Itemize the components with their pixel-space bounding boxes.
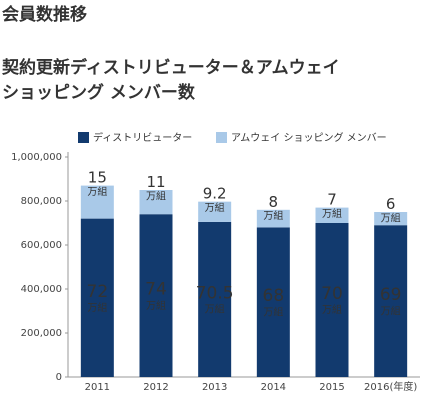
value-label: 70 万組 — [321, 284, 343, 316]
value-unit: 万組 — [322, 303, 342, 316]
value-label: 11 万組 — [146, 173, 166, 203]
x-tick-label: 2013 — [202, 382, 227, 393]
value-unit: 万組 — [87, 185, 107, 198]
bar-segment — [256, 227, 290, 377]
y-tick-label: 1,000,000 — [11, 152, 62, 163]
value-unit: 万組 — [381, 304, 401, 317]
value-label: 7 万組 — [322, 190, 342, 220]
value-label: 74 万組 — [145, 280, 167, 312]
value-label: 69 万組 — [380, 285, 402, 317]
value-number: 7 — [327, 190, 337, 208]
bar-segment — [198, 221, 232, 377]
value-number: 70 — [321, 284, 343, 304]
value-unit: 万組 — [146, 189, 166, 202]
page-heading: 会員数推移 — [2, 4, 87, 25]
bar-segment — [139, 190, 173, 215]
chart-title: ショッピング メンバー数 — [2, 82, 196, 103]
value-number: 8 — [269, 192, 279, 210]
value-number: 74 — [145, 280, 167, 300]
legend-label: アムウェイ ショッピング メンバー — [231, 131, 387, 144]
bar-segment — [374, 225, 408, 377]
x-tick-label: 2014 — [261, 382, 286, 393]
y-tick-label: 600,000 — [21, 240, 62, 251]
value-number: 11 — [146, 173, 165, 191]
value-unit: 万組 — [87, 301, 107, 314]
value-number: 9.2 — [203, 184, 227, 202]
value-label: 9.2 万組 — [203, 184, 227, 214]
bar-segment — [315, 207, 349, 223]
x-tick-label: 2011 — [85, 382, 110, 393]
bar-segment — [80, 185, 114, 219]
value-unit: 万組 — [263, 209, 283, 222]
value-unit: 万組 — [381, 211, 401, 224]
value-number: 70.5 — [196, 283, 234, 303]
y-tick-label: 400,000 — [21, 284, 62, 295]
value-unit: 万組 — [322, 207, 342, 220]
value-number: 6 — [386, 195, 396, 213]
value-label: 6 万組 — [381, 195, 401, 225]
value-unit: 万組 — [263, 305, 283, 318]
value-unit: 万組 — [146, 299, 166, 312]
bar-segment — [198, 201, 232, 222]
value-unit: 万組 — [205, 201, 225, 214]
value-label: 70.5 万組 — [196, 283, 234, 315]
value-label: 8 万組 — [263, 192, 283, 222]
x-tick-label: 2012 — [143, 382, 168, 393]
bar-segment — [256, 209, 290, 228]
chart-title: 契約更新ディストリビューター＆アムウェイ — [1, 57, 340, 78]
bar-segment — [315, 223, 349, 377]
value-number: 72 — [87, 282, 109, 302]
value-label: 72 万組 — [87, 282, 109, 314]
value-label: 68 万組 — [263, 286, 285, 318]
y-tick-label: 800,000 — [21, 196, 62, 207]
x-tick-label: 2015 — [319, 382, 344, 393]
legend-label: ディストリビューター — [93, 131, 192, 144]
value-number: 15 — [88, 168, 107, 186]
value-number: 68 — [263, 286, 285, 306]
bar-segment — [80, 218, 114, 377]
value-unit: 万組 — [205, 303, 225, 316]
legend-swatch — [78, 132, 89, 143]
x-tick-label: 2016(年度) — [364, 380, 417, 393]
bar-segment — [139, 214, 173, 377]
value-label: 15 万組 — [87, 168, 107, 198]
y-tick-label: 200,000 — [21, 328, 62, 339]
y-tick-label: 0 — [56, 372, 62, 383]
legend-swatch — [216, 132, 227, 143]
bar-segment — [374, 212, 408, 226]
value-number: 69 — [380, 285, 402, 305]
